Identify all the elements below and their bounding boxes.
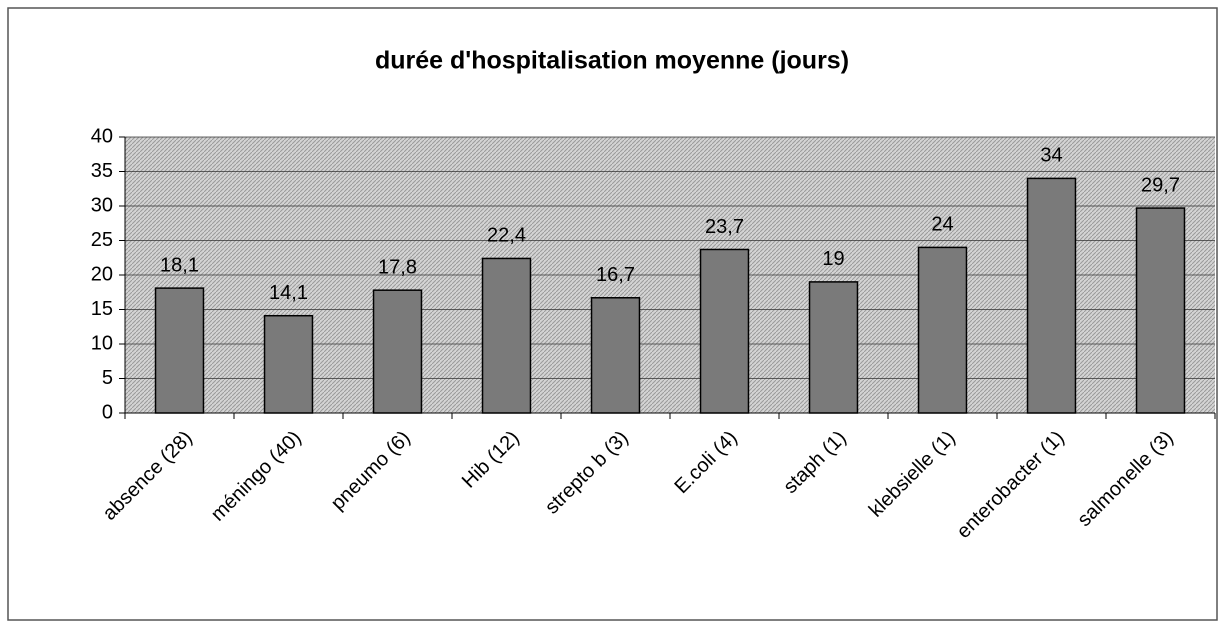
y-tick-label: 25 bbox=[91, 229, 113, 251]
value-label: 19 bbox=[822, 248, 844, 270]
bar bbox=[263, 314, 314, 414]
value-label: 34 bbox=[1040, 145, 1062, 167]
bar bbox=[1135, 207, 1186, 414]
bar bbox=[154, 287, 205, 414]
y-tick-label: 10 bbox=[91, 332, 113, 354]
y-tick-label: 30 bbox=[91, 194, 113, 216]
value-label: 22,4 bbox=[487, 225, 526, 247]
value-label: 23,7 bbox=[705, 216, 744, 238]
value-label: 16,7 bbox=[596, 264, 635, 286]
y-tick-label: 5 bbox=[102, 367, 113, 389]
y-tick-label: 15 bbox=[91, 298, 113, 320]
y-tick-label: 35 bbox=[91, 160, 113, 182]
bar bbox=[1026, 177, 1077, 414]
chart-title: durée d'hospitalisation moyenne (jours) bbox=[375, 47, 849, 75]
bar bbox=[481, 257, 532, 414]
value-label: 17,8 bbox=[378, 256, 417, 278]
value-label: 18,1 bbox=[160, 254, 199, 276]
bar bbox=[590, 297, 641, 414]
value-label: 24 bbox=[931, 214, 953, 236]
value-label: 14,1 bbox=[269, 282, 308, 304]
bar bbox=[917, 246, 968, 414]
y-tick-label: 40 bbox=[91, 125, 113, 147]
bar bbox=[699, 248, 750, 414]
y-tick-label: 0 bbox=[102, 401, 113, 423]
bar bbox=[808, 281, 859, 414]
value-label: 29,7 bbox=[1141, 174, 1180, 196]
y-tick-label: 20 bbox=[91, 263, 113, 285]
bar bbox=[372, 289, 423, 414]
